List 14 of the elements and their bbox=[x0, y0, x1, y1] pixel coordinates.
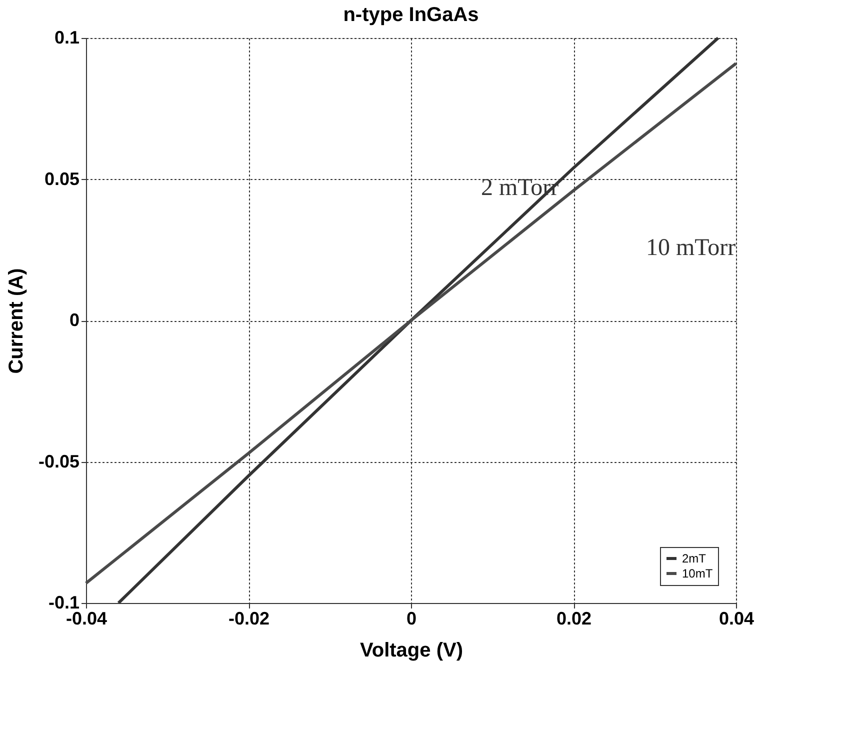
legend-label: 2mT bbox=[682, 552, 707, 566]
y-tick-label: 0.1 bbox=[54, 28, 80, 48]
y-tick-label: 0 bbox=[69, 310, 80, 330]
x-axis-title: Voltage (V) bbox=[360, 640, 463, 662]
y-axis-title: Current (A) bbox=[5, 268, 28, 374]
y-tick-label: -0.05 bbox=[38, 451, 80, 472]
x-tick-label: -0.02 bbox=[228, 608, 270, 628]
x-tick-label: 0 bbox=[406, 608, 417, 628]
x-tick-label: 0.04 bbox=[718, 608, 754, 628]
chart-title: n-type InGaAs bbox=[343, 4, 479, 26]
x-tick-label: 0.02 bbox=[556, 608, 592, 628]
annotation: 10 mTorr bbox=[646, 235, 736, 261]
y-tick-label: 0.05 bbox=[44, 168, 80, 189]
legend-label: 10mT bbox=[682, 566, 714, 580]
